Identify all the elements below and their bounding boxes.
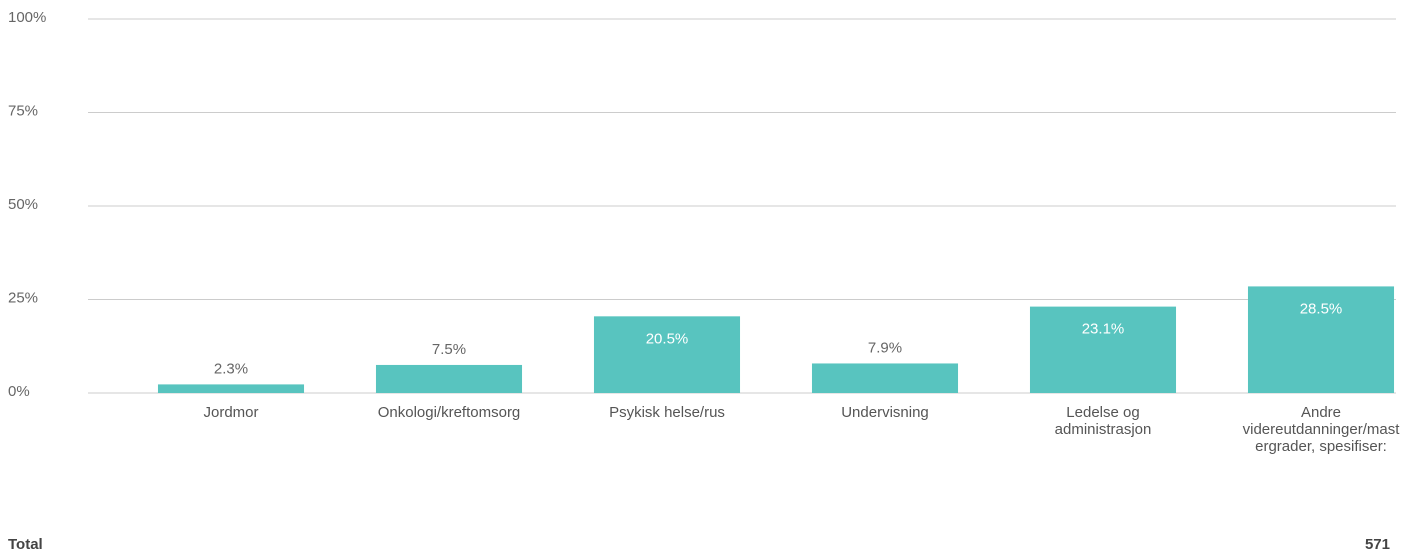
bar bbox=[593, 316, 741, 393]
y-tick-label: 100% bbox=[8, 9, 46, 26]
x-tick-label: Psykisk helse/rus bbox=[609, 404, 725, 421]
value-label: 7.9% bbox=[868, 339, 902, 356]
value-label: 7.5% bbox=[432, 341, 466, 358]
bar bbox=[157, 384, 305, 393]
value-label: 2.3% bbox=[214, 360, 248, 377]
x-tick-label: Onkologi/kreftomsorg bbox=[377, 404, 521, 421]
y-tick-label: 50% bbox=[8, 196, 38, 213]
value-label: 28.5% bbox=[1300, 300, 1343, 317]
bar bbox=[375, 364, 523, 393]
bar bbox=[1247, 286, 1395, 393]
value-label: 20.5% bbox=[646, 330, 689, 347]
x-tick-label: Andre videreutdanninger/mastergrader, sp… bbox=[1242, 404, 1400, 455]
x-tick-label: Undervisning bbox=[841, 404, 929, 421]
y-tick-label: 25% bbox=[8, 289, 38, 306]
x-tick-label: Ledelse og administrasjon bbox=[1054, 404, 1152, 438]
bar bbox=[1029, 306, 1177, 393]
x-tick-label: Jordmor bbox=[203, 404, 259, 421]
bar bbox=[811, 363, 959, 393]
value-label: 23.1% bbox=[1082, 321, 1125, 338]
y-tick-label: 0% bbox=[8, 383, 30, 400]
footer-total: 571 bbox=[1364, 536, 1390, 553]
y-tick-label: 75% bbox=[8, 102, 38, 119]
footer-label: Total bbox=[8, 536, 43, 553]
